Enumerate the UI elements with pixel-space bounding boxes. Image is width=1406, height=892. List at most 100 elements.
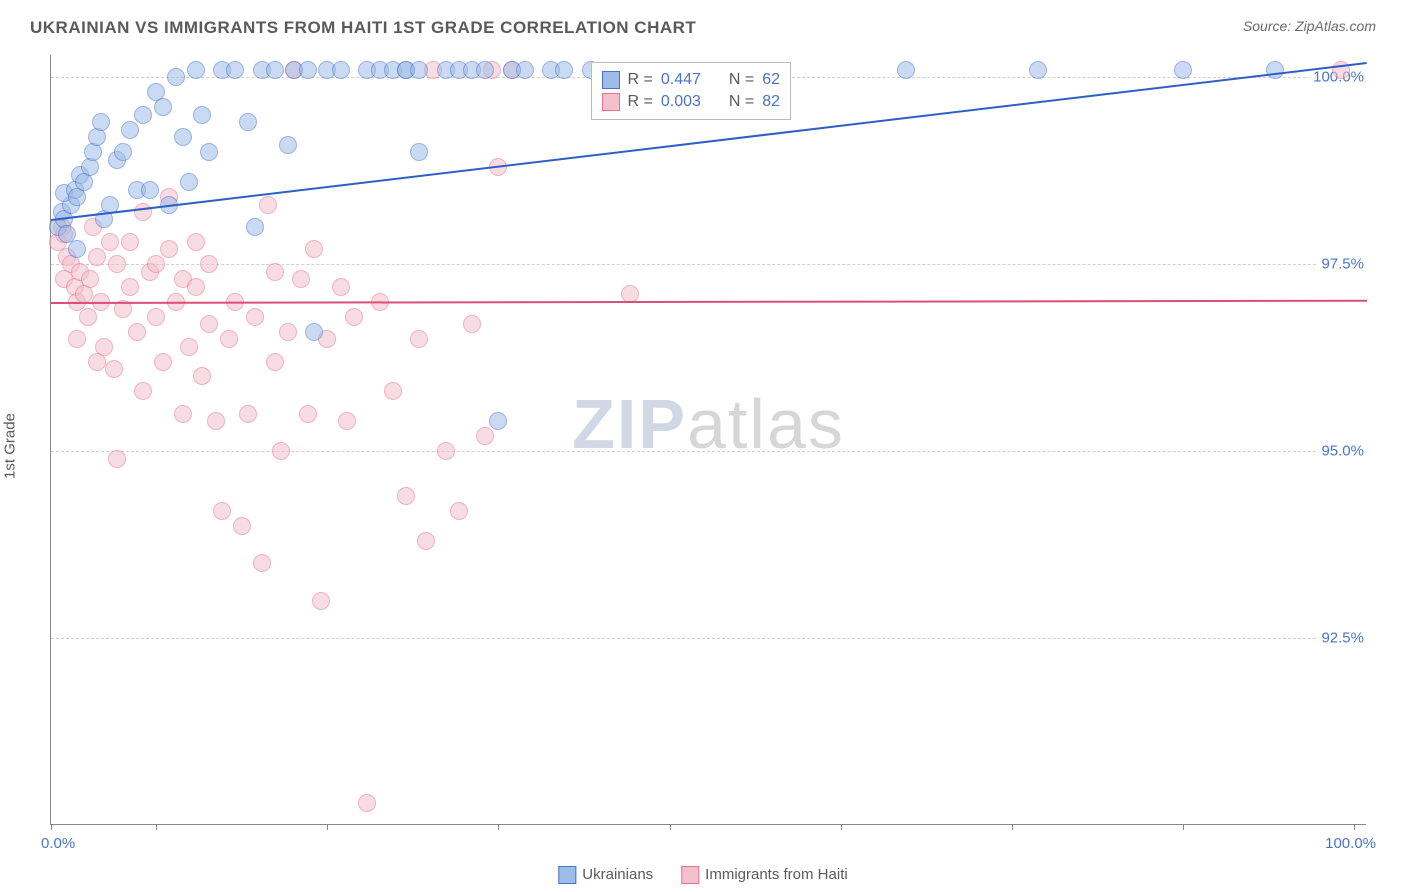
legend-row: R = 0.003 N = 82 xyxy=(602,91,780,113)
data-point xyxy=(121,233,139,251)
data-point xyxy=(259,196,277,214)
data-point xyxy=(299,61,317,79)
data-point xyxy=(174,405,192,423)
data-point xyxy=(108,255,126,273)
data-point xyxy=(292,270,310,288)
data-point xyxy=(1266,61,1284,79)
data-point xyxy=(128,323,146,341)
data-point xyxy=(114,143,132,161)
data-point xyxy=(134,382,152,400)
data-point xyxy=(81,270,99,288)
x-tick xyxy=(841,824,842,830)
x-tick xyxy=(1354,824,1355,830)
data-point xyxy=(193,106,211,124)
data-point xyxy=(200,315,218,333)
n-label: N = xyxy=(729,93,754,111)
data-point xyxy=(79,308,97,326)
gridline xyxy=(51,264,1366,265)
x-min-label: 0.0% xyxy=(41,835,75,852)
gridline xyxy=(51,638,1366,639)
data-point xyxy=(345,308,363,326)
legend-swatch-icon xyxy=(558,866,576,884)
data-point xyxy=(332,61,350,79)
data-point xyxy=(489,412,507,430)
data-point xyxy=(410,330,428,348)
data-point xyxy=(312,592,330,610)
legend-swatch-icon xyxy=(602,93,620,111)
plot-area: ZIPatlas 92.5%95.0%97.5%100.0%0.0%100.0%… xyxy=(50,55,1366,825)
data-point xyxy=(476,61,494,79)
data-point xyxy=(134,203,152,221)
data-point xyxy=(410,61,428,79)
legend-bottom: Ukrainians Immigrants from Haiti xyxy=(558,866,847,884)
legend-swatch-icon xyxy=(602,71,620,89)
source-label: Source: ZipAtlas.com xyxy=(1243,18,1376,34)
data-point xyxy=(358,794,376,812)
y-tick-label: 97.5% xyxy=(1317,256,1368,273)
data-point xyxy=(121,278,139,296)
data-point xyxy=(450,502,468,520)
y-tick-label: 95.0% xyxy=(1317,443,1368,460)
data-point xyxy=(160,240,178,258)
legend-label: Ukrainians xyxy=(582,866,653,883)
data-point xyxy=(200,143,218,161)
legend-label: Immigrants from Haiti xyxy=(705,866,848,883)
data-point xyxy=(105,360,123,378)
r-value: 0.447 xyxy=(661,71,715,89)
data-point xyxy=(88,353,106,371)
data-point xyxy=(154,98,172,116)
data-point xyxy=(108,450,126,468)
n-label: N = xyxy=(729,71,754,89)
gridline xyxy=(51,451,1366,452)
data-point xyxy=(226,61,244,79)
data-point xyxy=(121,121,139,139)
data-point xyxy=(239,113,257,131)
data-point xyxy=(180,338,198,356)
data-point xyxy=(101,233,119,251)
data-point xyxy=(167,68,185,86)
data-point xyxy=(180,173,198,191)
r-value: 0.003 xyxy=(661,93,715,111)
x-tick xyxy=(51,824,52,830)
data-point xyxy=(92,113,110,131)
data-point xyxy=(897,61,915,79)
chart-container: UKRAINIAN VS IMMIGRANTS FROM HAITI 1ST G… xyxy=(0,0,1406,892)
data-point xyxy=(239,405,257,423)
x-tick xyxy=(156,824,157,830)
x-max-label: 100.0% xyxy=(1325,835,1376,852)
n-value: 82 xyxy=(762,93,780,111)
data-point xyxy=(266,353,284,371)
data-point xyxy=(187,61,205,79)
x-tick xyxy=(1183,824,1184,830)
data-point xyxy=(437,442,455,460)
r-label: R = xyxy=(628,93,653,111)
data-point xyxy=(299,405,317,423)
data-point xyxy=(555,61,573,79)
data-point xyxy=(1174,61,1192,79)
data-point xyxy=(1029,61,1047,79)
data-point xyxy=(187,278,205,296)
data-point xyxy=(476,427,494,445)
data-point xyxy=(220,330,238,348)
data-point xyxy=(246,218,264,236)
data-point xyxy=(187,233,205,251)
y-tick-label: 92.5% xyxy=(1317,630,1368,647)
y-axis-label: 1st Grade xyxy=(2,413,19,479)
data-point xyxy=(253,554,271,572)
x-tick xyxy=(498,824,499,830)
x-tick xyxy=(327,824,328,830)
legend-item-haiti: Immigrants from Haiti xyxy=(681,866,848,884)
data-point xyxy=(384,382,402,400)
data-point xyxy=(147,255,165,273)
data-point xyxy=(332,278,350,296)
data-point xyxy=(200,255,218,273)
chart-title: UKRAINIAN VS IMMIGRANTS FROM HAITI 1ST G… xyxy=(30,18,696,38)
legend-swatch-icon xyxy=(681,866,699,884)
data-point xyxy=(463,315,481,333)
data-point xyxy=(246,308,264,326)
data-point xyxy=(305,323,323,341)
data-point xyxy=(417,532,435,550)
data-point xyxy=(279,323,297,341)
data-point xyxy=(266,263,284,281)
data-point xyxy=(134,106,152,124)
